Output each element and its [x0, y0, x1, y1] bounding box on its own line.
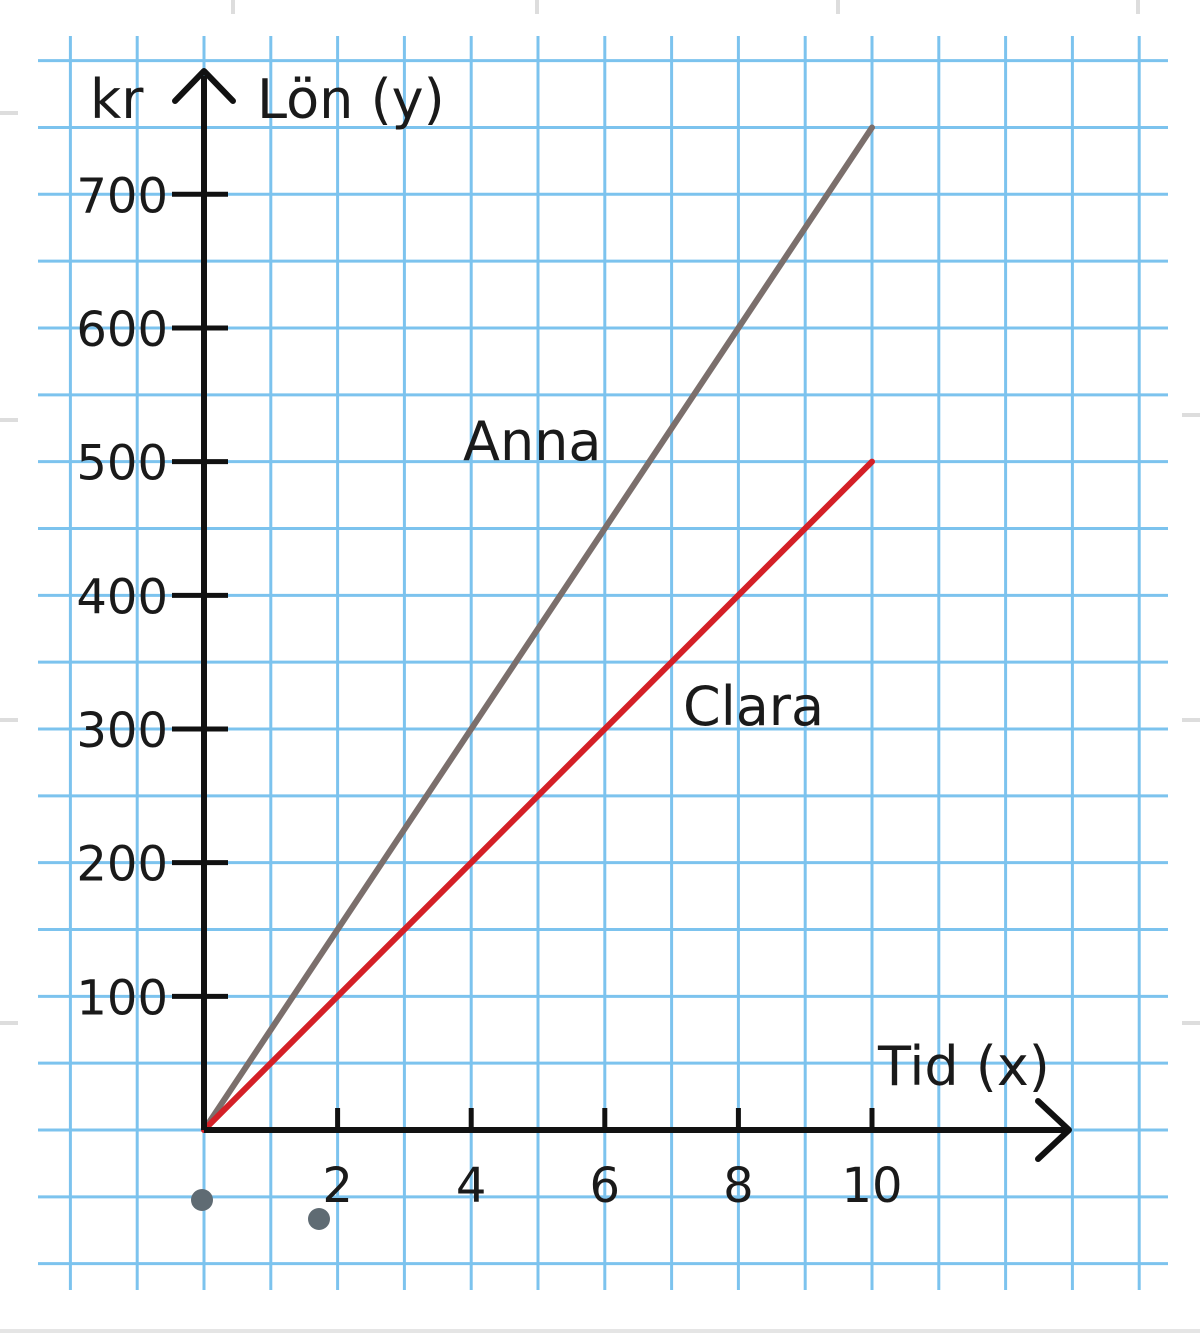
handle-dot[interactable]: [308, 1208, 330, 1230]
y-axis-label: Lön (y): [257, 68, 445, 131]
x-tick-label: 10: [841, 1158, 902, 1214]
series-line-clara: [201, 458, 875, 1133]
labels: kr Lön (y) Tid (x) Anna Clara: [90, 68, 1050, 1098]
y-tick-label: 100: [76, 970, 168, 1026]
y-tick-label: 700: [76, 168, 168, 224]
x-tick-label: 6: [590, 1158, 621, 1214]
tick-labels: 100 200 300 400 500 600 700 2 4 6 8 10: [76, 168, 902, 1214]
grid: [38, 36, 1168, 1290]
y-axis-arrow: [172, 68, 236, 104]
y-tick-label: 300: [76, 703, 168, 759]
handle-dot[interactable]: [191, 1189, 213, 1211]
y-tick-label: 400: [76, 569, 168, 625]
x-tick-label: 8: [723, 1158, 754, 1214]
x-tick-label: 2: [322, 1158, 353, 1214]
handles: [191, 1189, 330, 1230]
x-axis-arrow: [1035, 1098, 1072, 1162]
axes: [172, 68, 1072, 1162]
y-tick-label: 500: [76, 436, 168, 492]
series-lines: [201, 124, 875, 1133]
series-label-anna: Anna: [463, 410, 601, 473]
y-tick-label: 200: [76, 837, 168, 893]
x-tick-label: 4: [456, 1158, 487, 1214]
series-line-anna: [201, 124, 875, 1133]
y-tick-label: 600: [76, 302, 168, 358]
y-axis-unit: kr: [90, 68, 144, 131]
x-axis-label: Tid (x): [877, 1035, 1050, 1098]
series-label-clara: Clara: [683, 675, 824, 738]
